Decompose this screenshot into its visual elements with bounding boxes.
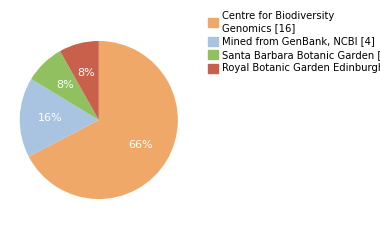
Wedge shape (60, 41, 99, 120)
Text: 16%: 16% (38, 114, 62, 123)
Wedge shape (31, 51, 99, 120)
Wedge shape (20, 79, 99, 156)
Legend: Centre for Biodiversity
Genomics [16], Mined from GenBank, NCBI [4], Santa Barba: Centre for Biodiversity Genomics [16], M… (207, 10, 380, 74)
Text: 8%: 8% (78, 68, 95, 78)
Text: 8%: 8% (56, 80, 74, 90)
Wedge shape (29, 41, 178, 199)
Text: 66%: 66% (128, 140, 153, 150)
